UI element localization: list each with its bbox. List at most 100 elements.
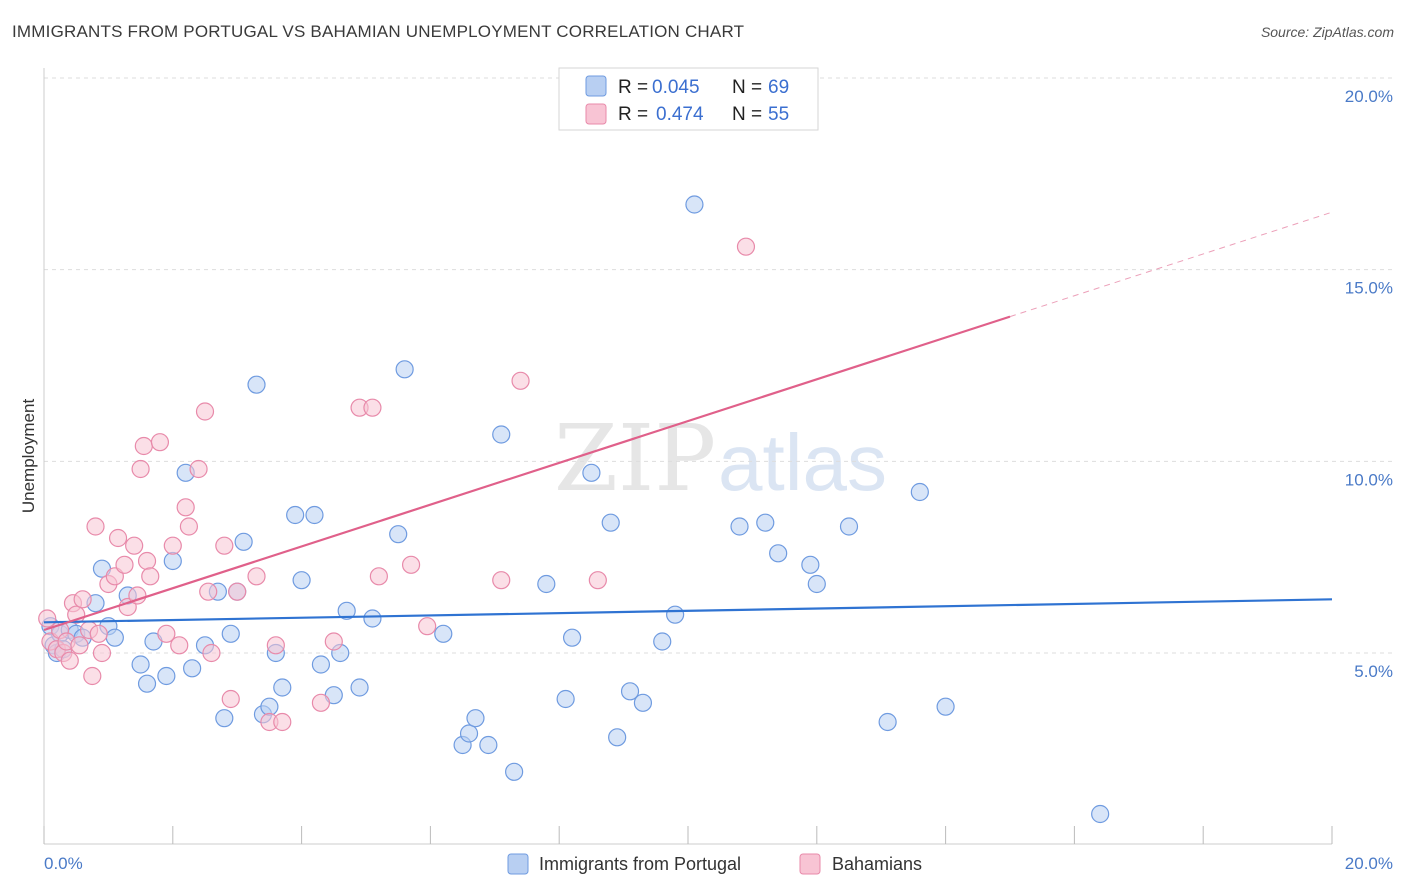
legend-swatch-pink <box>585 103 607 125</box>
legend-r-value-1: 0.045 <box>652 77 700 98</box>
point-immigrants-from-portugal <box>215 709 234 728</box>
point-immigrants-from-portugal <box>608 728 627 747</box>
point-immigrants-from-portugal <box>537 574 556 594</box>
point-bahamians <box>131 459 150 479</box>
point-bahamians <box>108 528 128 548</box>
point-immigrants-from-portugal <box>505 762 524 781</box>
point-immigrants-from-portugal <box>273 678 292 697</box>
legend-r-value-2: 0.474 <box>656 104 704 125</box>
point-bahamians <box>170 636 189 655</box>
y-tick-label: 5.0% <box>1354 662 1393 681</box>
point-bahamians <box>247 567 266 586</box>
point-bahamians <box>202 643 221 663</box>
watermark-atlas: atlas <box>718 418 887 507</box>
grid-lines <box>44 77 1393 654</box>
point-immigrants-from-portugal <box>769 544 788 563</box>
point-immigrants-from-portugal <box>910 482 929 502</box>
point-immigrants-from-portugal <box>389 525 408 544</box>
point-immigrants-from-portugal <box>292 571 311 590</box>
watermark-zip: ZIP <box>554 405 716 512</box>
point-immigrants-from-portugal <box>131 655 150 674</box>
series-legend: Immigrants from Portugal Bahamians <box>507 853 922 875</box>
source-label: Source: ZipAtlas.com <box>1260 24 1394 40</box>
point-bahamians <box>60 651 79 670</box>
point-bahamians <box>125 536 144 555</box>
point-bahamians <box>736 237 756 256</box>
point-bahamians <box>176 498 195 517</box>
point-immigrants-from-portugal <box>183 659 202 678</box>
point-immigrants-from-portugal <box>395 360 414 379</box>
point-bahamians <box>418 617 437 636</box>
point-bahamians <box>273 712 292 732</box>
point-bahamians <box>511 371 530 390</box>
point-immigrants-from-portugal <box>601 513 620 532</box>
point-bahamians <box>83 666 102 686</box>
point-immigrants-from-portugal <box>105 628 124 647</box>
point-bahamians <box>163 536 182 555</box>
chart-title: IMMIGRANTS FROM PORTUGAL VS BAHAMIAN UNE… <box>12 22 745 41</box>
watermark: ZIP atlas <box>554 405 887 512</box>
point-immigrants-from-portugal <box>756 513 775 532</box>
point-immigrants-from-portugal <box>556 689 575 709</box>
point-immigrants-from-portugal <box>260 697 279 716</box>
y-tick-label: 10.0% <box>1345 470 1393 489</box>
point-bahamians <box>73 590 92 609</box>
point-bahamians <box>150 433 170 452</box>
trend-line-immigrants-from-portugal <box>43 598 1333 624</box>
point-bahamians <box>215 536 234 555</box>
bottom-legend-label-blue: Immigrants from Portugal <box>539 854 741 874</box>
point-bahamians <box>588 571 607 590</box>
point-immigrants-from-portugal <box>221 624 240 643</box>
point-bahamians <box>157 624 176 643</box>
point-bahamians <box>137 551 157 571</box>
trend-line-bahamians <box>43 315 1011 632</box>
point-immigrants-from-portugal <box>1091 804 1110 824</box>
bottom-legend-swatch-blue <box>507 853 529 875</box>
point-immigrants-from-portugal <box>801 555 820 574</box>
point-bahamians <box>86 517 105 536</box>
point-immigrants-from-portugal <box>582 463 601 482</box>
legend-n-label-2: N = <box>732 104 762 125</box>
point-immigrants-from-portugal <box>839 517 859 536</box>
point-bahamians <box>311 693 331 712</box>
point-bahamians <box>363 398 382 417</box>
point-immigrants-from-portugal <box>305 505 324 525</box>
x-axis-ticks <box>43 826 1333 844</box>
point-immigrants-from-portugal <box>936 697 955 716</box>
legend-n-value-1: 69 <box>768 77 789 98</box>
point-immigrants-from-portugal <box>633 693 653 712</box>
legend-n-label-1: N = <box>732 77 762 98</box>
point-immigrants-from-portugal <box>247 375 266 394</box>
legend-r-label-2: R = <box>618 104 648 125</box>
point-immigrants-from-portugal <box>459 724 479 743</box>
legend-r-label-1: R = <box>618 77 648 98</box>
point-immigrants-from-portugal <box>466 709 485 728</box>
point-immigrants-from-portugal <box>163 551 182 571</box>
y-tick-label: 20.0% <box>1345 87 1393 106</box>
point-bahamians <box>266 636 285 655</box>
x-tick-label-max: 20.0% <box>1345 854 1393 873</box>
bottom-legend-label-pink: Bahamians <box>832 854 922 874</box>
point-bahamians <box>128 586 147 605</box>
trend-line-bahamians-extension <box>1009 211 1333 318</box>
point-immigrants-from-portugal <box>685 195 704 214</box>
point-immigrants-from-portugal <box>479 735 498 755</box>
point-immigrants-from-portugal <box>157 666 176 686</box>
point-immigrants-from-portugal <box>666 605 685 624</box>
point-immigrants-from-portugal <box>137 674 157 693</box>
point-bahamians <box>401 555 421 574</box>
correlation-legend: R = 0.045 N = 69 R = 0.474 N = 55 <box>558 67 819 131</box>
point-immigrants-from-portugal <box>337 601 356 620</box>
point-immigrants-from-portugal <box>350 678 369 697</box>
point-immigrants-from-portugal <box>234 532 253 551</box>
point-immigrants-from-portugal <box>878 712 897 732</box>
bottom-legend-swatch-pink <box>799 853 821 875</box>
point-immigrants-from-portugal <box>653 632 672 651</box>
series-bahamians <box>38 237 756 732</box>
point-bahamians <box>195 402 215 421</box>
point-bahamians <box>92 643 112 663</box>
point-bahamians <box>369 567 388 586</box>
point-immigrants-from-portugal <box>807 574 826 594</box>
point-immigrants-from-portugal <box>286 505 305 525</box>
